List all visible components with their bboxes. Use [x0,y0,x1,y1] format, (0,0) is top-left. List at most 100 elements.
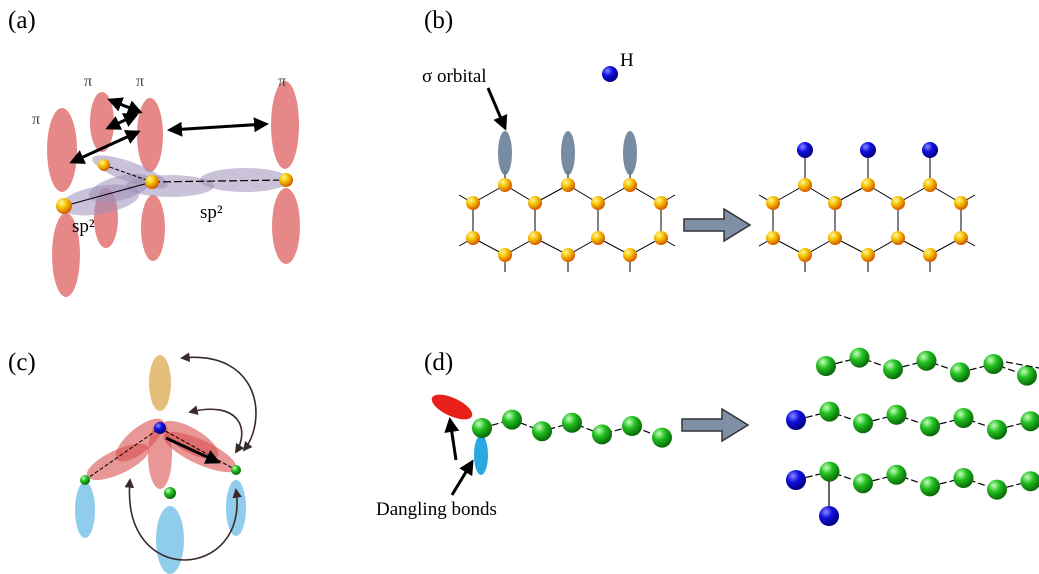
atom [987,480,1007,500]
atom [98,159,110,171]
atom [860,142,876,158]
atom [984,354,1004,374]
pi-label: π [136,73,144,90]
atom [853,473,873,493]
atom [883,359,903,379]
atom [766,231,780,245]
atom [591,231,605,245]
atom [532,421,552,441]
atom [920,476,940,496]
atom [853,413,873,433]
atom [920,416,940,436]
atom [623,248,637,262]
atom [602,66,618,82]
atom [816,356,836,376]
orbital-lobe [141,195,165,261]
bond [452,462,472,495]
pi-label: π [278,73,286,90]
atom [528,196,542,210]
bond [170,124,266,130]
atom [786,410,806,430]
atom [498,178,512,192]
atom [466,231,480,245]
panel-label: (c) [8,349,36,376]
atom [797,142,813,158]
atom [1021,411,1039,431]
atom [819,506,839,526]
atom [820,462,840,482]
atom [917,351,937,371]
atom [923,178,937,192]
atom [528,231,542,245]
atom [766,196,780,210]
atom [1017,366,1037,386]
atom [891,231,905,245]
panel-label: (d) [424,349,453,376]
atom [954,408,974,428]
atom [1021,471,1039,491]
transform-arrow [682,409,748,441]
orbital-lobe [156,506,184,574]
drawing [47,66,1039,574]
orbital-lobe [474,435,488,475]
atom [828,196,842,210]
atom [820,402,840,422]
atom [145,175,159,189]
orbital-lobe [226,480,246,536]
atom [887,405,907,425]
atom [592,424,612,444]
page: (a) (b) (c) (d) π π π π sp² sp² σ orbita… [0,0,1039,574]
figure: (a) (b) (c) (d) π π π π sp² sp² σ orbita… [0,0,1039,574]
atom [164,487,176,499]
atom [954,231,968,245]
transform-arrow [684,209,750,241]
atom [861,248,875,262]
atom [652,428,672,448]
orbital-lobe [561,131,575,175]
atom [954,196,968,210]
atom [279,173,293,187]
orbital-lobe [498,131,512,175]
panel-label: (a) [8,7,36,34]
atom [622,416,642,436]
atom [987,420,1007,440]
atom [56,198,72,214]
bond [488,88,505,128]
orbital-lobe [271,81,299,169]
atom [561,248,575,262]
atom [466,196,480,210]
orbital-label: σ orbital [422,66,487,87]
atom [923,248,937,262]
atom [954,468,974,488]
bond [110,100,140,112]
atom [591,196,605,210]
atom [231,465,241,475]
atom [623,178,637,192]
atom [887,465,907,485]
atom [950,362,970,382]
atom [922,142,938,158]
pi-label: π [32,111,40,128]
atom [502,410,522,430]
atom [891,196,905,210]
atom [828,231,842,245]
orbital-lobe [272,188,300,264]
atom [80,475,90,485]
orbital-lobe [47,108,77,192]
pi-label: π [84,73,92,90]
atom [472,418,492,438]
atom [798,178,812,192]
orbital-lobe [137,98,163,172]
dangling-label: Dangling bonds [376,499,497,520]
sp2-label: sp² [200,202,223,223]
h-label: H [620,50,634,71]
atom [498,248,512,262]
orbital-lobe [75,482,95,538]
atom [798,248,812,262]
orbital-lobe [623,131,637,175]
atom [654,231,668,245]
orbital-lobe [149,355,171,411]
atom [561,178,575,192]
atom [562,413,582,433]
atom [654,196,668,210]
